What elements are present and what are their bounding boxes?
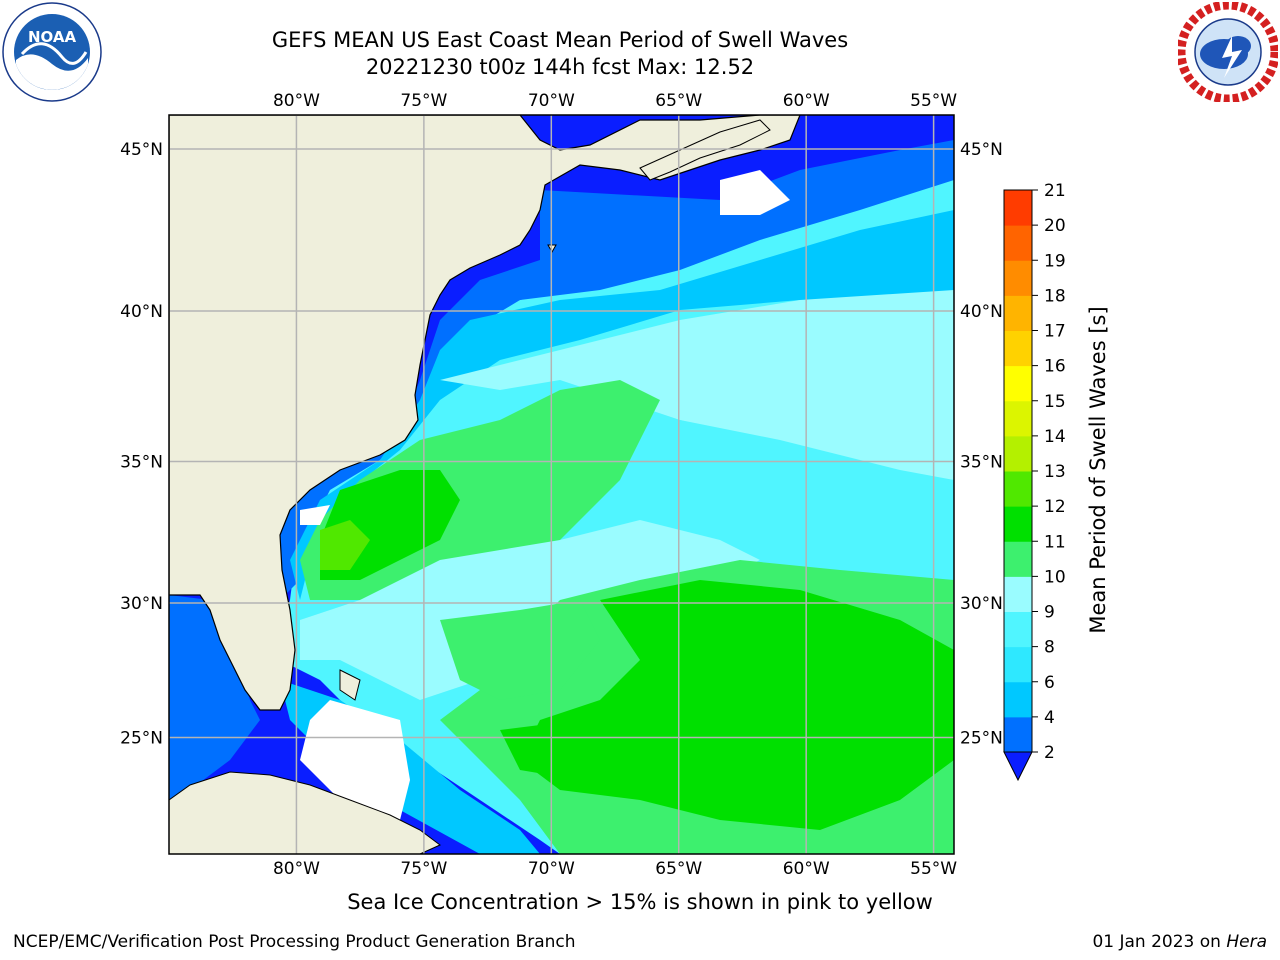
- footer-date-text: 01 Jan 2023 on: [1092, 932, 1227, 952]
- colorbar-tick-label: 18: [1044, 286, 1066, 306]
- colorbar-segment: [1004, 681, 1032, 718]
- chart-subtitle: 20221230 t00z 144h fcst Max: 12.52: [365, 55, 755, 79]
- colorbar-tick-label: 12: [1044, 497, 1066, 517]
- colorbar-segment: [1004, 646, 1032, 683]
- colorbar-tick-label: 17: [1044, 322, 1066, 342]
- colorbar-label: Mean Period of Swell Waves [s]: [1086, 306, 1110, 634]
- colorbar-tick-label: 16: [1044, 357, 1066, 377]
- lat-tick-label-right: 45°N: [960, 140, 1003, 160]
- lat-tick-label-left: 35°N: [120, 452, 163, 472]
- colorbar-tick-label: 9: [1044, 603, 1055, 623]
- lat-tick-label-left: 45°N: [120, 140, 163, 160]
- colorbar-segment: [1004, 295, 1032, 331]
- colorbar-segment: [1004, 400, 1032, 437]
- colorbar-tick-label: 6: [1044, 673, 1055, 693]
- lat-tick-label-left: 25°N: [120, 729, 163, 749]
- colorbar: 2 4 6 8 9 10 11 12 13 14 15 16 17 18 19 20 21: [1003, 181, 1066, 782]
- noaa-logo-icon: NOAA: [2, 2, 102, 102]
- colorbar-segment: [1004, 330, 1032, 367]
- lat-tick-label-right: 25°N: [960, 729, 1003, 749]
- colorbar-tick-label: 20: [1044, 216, 1066, 236]
- colorbar-tick-label: 11: [1044, 532, 1066, 552]
- lon-tick-label-top: 55°W: [910, 91, 957, 111]
- colorbar-segment: [1004, 435, 1032, 472]
- lat-tick-label-right: 40°N: [960, 302, 1003, 322]
- map-tick-labels: 80°W 80°W 75°W 75°W 70°W 70°W 65°W 65°W 60°W 60°W…: [120, 91, 1003, 879]
- colorbar-tick-label: 2: [1044, 743, 1055, 763]
- colorbar-tick-label: 4: [1044, 708, 1055, 728]
- colorbar-segment: [1004, 716, 1032, 753]
- lat-tick-label-left: 30°N: [120, 594, 163, 614]
- sea-ice-footnote-text: Sea Ice Concentration > 15% is shown in …: [347, 890, 933, 914]
- lon-tick-label-bottom: 70°W: [528, 859, 575, 879]
- chart-title: GEFS MEAN US East Coast Mean Period of S…: [271, 28, 849, 52]
- footer-host: Hera: [1226, 932, 1267, 952]
- lon-tick-label-bottom: 80°W: [273, 859, 320, 879]
- footer-credit: NCEP/EMC/Verification Post Processing Pr…: [13, 932, 576, 952]
- lon-tick-label-top: 70°W: [528, 91, 575, 111]
- colorbar-segment: [1004, 365, 1032, 402]
- colorbar-tick-label: 19: [1044, 251, 1066, 271]
- footer-date: 01 Jan 2023 on Hera: [1092, 932, 1267, 952]
- colorbar-tick-label: 15: [1044, 392, 1066, 412]
- colorbar-segment: [1004, 541, 1032, 577]
- colorbar-segment: [1004, 611, 1032, 648]
- colorbar-segment: [1004, 506, 1032, 542]
- lon-tick-label-bottom: 65°W: [655, 859, 702, 879]
- map-frame: [168, 114, 955, 855]
- colorbar-tick-label: 13: [1044, 462, 1066, 482]
- lat-tick-label-right: 35°N: [960, 452, 1003, 472]
- sea-ice-footnote: Sea Ice Concentration > 15% is shown in …: [0, 890, 1280, 914]
- colorbar-tick-label: 10: [1044, 567, 1066, 587]
- colorbar-tick-label: 14: [1044, 427, 1066, 447]
- colorbar-tick-label: 8: [1044, 638, 1055, 658]
- lon-tick-label-top: 60°W: [783, 91, 830, 111]
- lon-tick-label-bottom: 55°W: [910, 859, 957, 879]
- colorbar-extend-min: [1003, 751, 1033, 782]
- colorbar-segment: [1004, 576, 1032, 612]
- swell-period-field: [169, 115, 954, 854]
- nws-logo-icon: [1178, 2, 1278, 102]
- lat-tick-label-right: 30°N: [960, 594, 1003, 614]
- svg-text:NOAA: NOAA: [28, 28, 77, 46]
- map-gridlines: [169, 115, 954, 854]
- colorbar-segment: [1004, 471, 1032, 507]
- colorbar-segment: [1004, 190, 1032, 226]
- lon-tick-label-bottom: 60°W: [783, 859, 830, 879]
- lon-tick-label-top: 80°W: [273, 91, 320, 111]
- colorbar-segment: [1004, 260, 1032, 296]
- lon-tick-label-top: 65°W: [655, 91, 702, 111]
- lat-tick-label-left: 40°N: [120, 302, 163, 322]
- colorbar-segment: [1004, 225, 1032, 261]
- lon-tick-label-bottom: 75°W: [400, 859, 447, 879]
- lon-tick-label-top: 75°W: [400, 91, 447, 111]
- colorbar-tick-label: 21: [1044, 181, 1066, 201]
